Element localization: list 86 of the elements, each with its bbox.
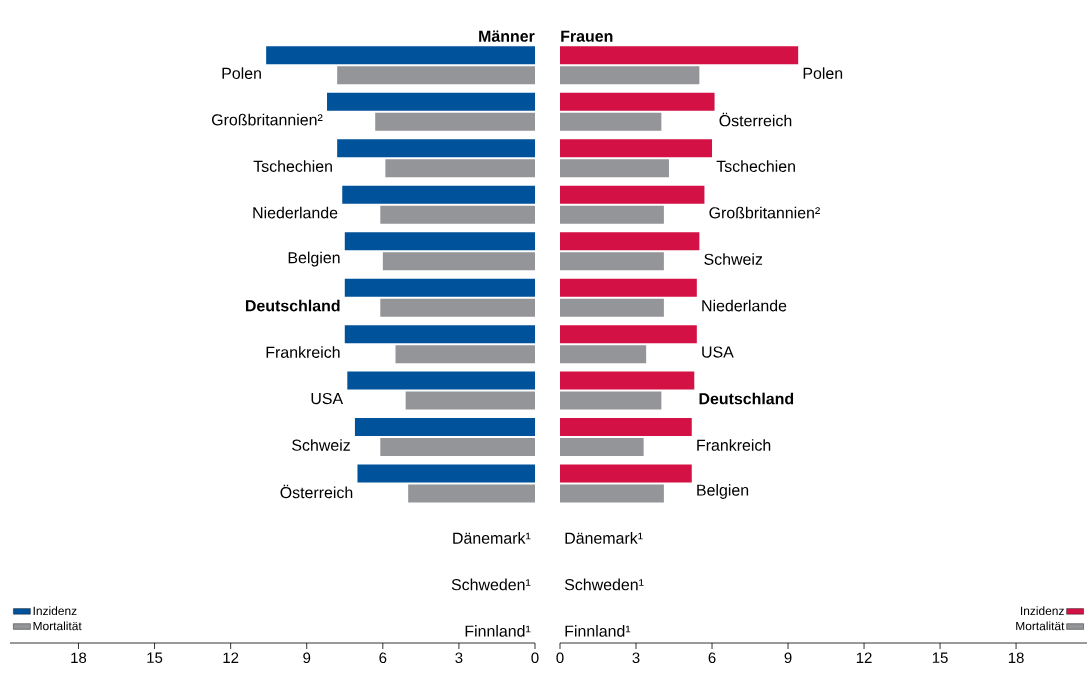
x-tick-label: 3 <box>632 652 640 664</box>
bar <box>380 438 535 457</box>
y-tick-label: Frankreich <box>697 439 771 451</box>
bar <box>560 112 662 131</box>
bar <box>560 252 664 271</box>
y-tick-label: Großbritannien² <box>709 206 820 219</box>
bar <box>560 66 700 85</box>
bar <box>380 298 535 317</box>
y-tick-label: Belgien <box>288 251 340 267</box>
bar <box>357 464 535 483</box>
x-tick-label: 6 <box>708 652 716 664</box>
bar <box>560 46 799 65</box>
x-tick-label: 0 <box>556 652 564 664</box>
x-tick-label: 15 <box>147 652 163 663</box>
y-tick-label: Niederlande <box>702 299 787 312</box>
y-tick-label: Deutschland <box>699 392 794 405</box>
x-tick-label: 6 <box>379 652 387 664</box>
y-tick-label: Schweiz <box>292 439 350 451</box>
bar <box>344 325 535 344</box>
y-tick-label: Deutschland <box>245 299 340 312</box>
bar <box>327 92 535 111</box>
chart-title: Frauen <box>561 30 613 42</box>
y-tick-label: Schweiz <box>704 253 763 265</box>
y-tick-label: Schweden¹ <box>564 578 644 591</box>
bar <box>266 46 535 65</box>
bar <box>560 371 695 390</box>
y-tick-label: Schweden¹ <box>451 578 531 591</box>
bar <box>382 252 535 271</box>
y-tick-label: Finnland¹ <box>565 625 631 637</box>
bar <box>395 345 535 364</box>
x-tick-label: 12 <box>856 652 872 663</box>
legend-label: Inzidenz <box>1021 606 1064 616</box>
bar <box>354 418 535 437</box>
y-tick-label: Österreich <box>719 112 792 127</box>
y-tick-label: Finnland¹ <box>465 625 531 637</box>
x-tick-label: 9 <box>784 652 792 664</box>
y-tick-label: Polen <box>803 67 843 79</box>
x-tick-label: 18 <box>71 652 87 664</box>
y-tick-label: Belgien <box>697 484 749 499</box>
bar <box>560 185 705 204</box>
bar <box>405 391 535 410</box>
legend-label: Inzidenz <box>33 606 77 616</box>
bar <box>560 484 664 503</box>
bar <box>560 278 697 297</box>
x-tick-label: 3 <box>455 652 463 664</box>
x-tick-label: 0 <box>531 652 539 664</box>
bar <box>560 92 715 111</box>
y-tick-label: Tschechien <box>716 160 795 172</box>
y-tick-label: Frankreich <box>266 346 340 358</box>
y-tick-label: USA <box>702 346 734 358</box>
bar <box>337 139 535 158</box>
bar <box>344 278 535 297</box>
bar <box>560 345 647 364</box>
y-tick-label: Polen <box>222 67 261 79</box>
bar <box>560 391 662 410</box>
legend-label: Mortalität <box>33 621 82 631</box>
bar <box>408 484 535 503</box>
y-tick-label: Tschechien <box>253 160 332 172</box>
y-tick-label: Dänemark¹ <box>565 532 643 544</box>
chart-title: Männer <box>479 30 535 42</box>
x-tick-label: 12 <box>223 652 239 663</box>
bar <box>385 159 535 178</box>
bar <box>560 464 692 483</box>
x-tick-label: 9 <box>303 652 311 664</box>
bar <box>344 232 535 251</box>
bar <box>375 112 535 131</box>
y-tick-label: Großbritannien² <box>211 113 323 126</box>
x-tick-label: 15 <box>932 652 948 663</box>
bar <box>560 438 644 457</box>
bar <box>342 185 535 204</box>
y-tick-label: USA <box>311 392 344 405</box>
bar <box>560 418 692 437</box>
bar <box>380 205 535 224</box>
bar <box>347 371 535 390</box>
bar <box>560 325 697 344</box>
bar <box>560 139 713 158</box>
bar <box>337 66 535 85</box>
y-tick-label: Dänemark¹ <box>453 532 531 544</box>
bar <box>560 159 669 178</box>
legend-label: Mortalität <box>1016 621 1065 631</box>
y-tick-label: Österreich <box>280 484 353 499</box>
bar <box>560 298 664 317</box>
x-tick-label: 18 <box>1008 652 1024 664</box>
bar <box>560 232 700 251</box>
y-tick-label: Niederlande <box>253 206 338 219</box>
bar <box>560 205 664 224</box>
